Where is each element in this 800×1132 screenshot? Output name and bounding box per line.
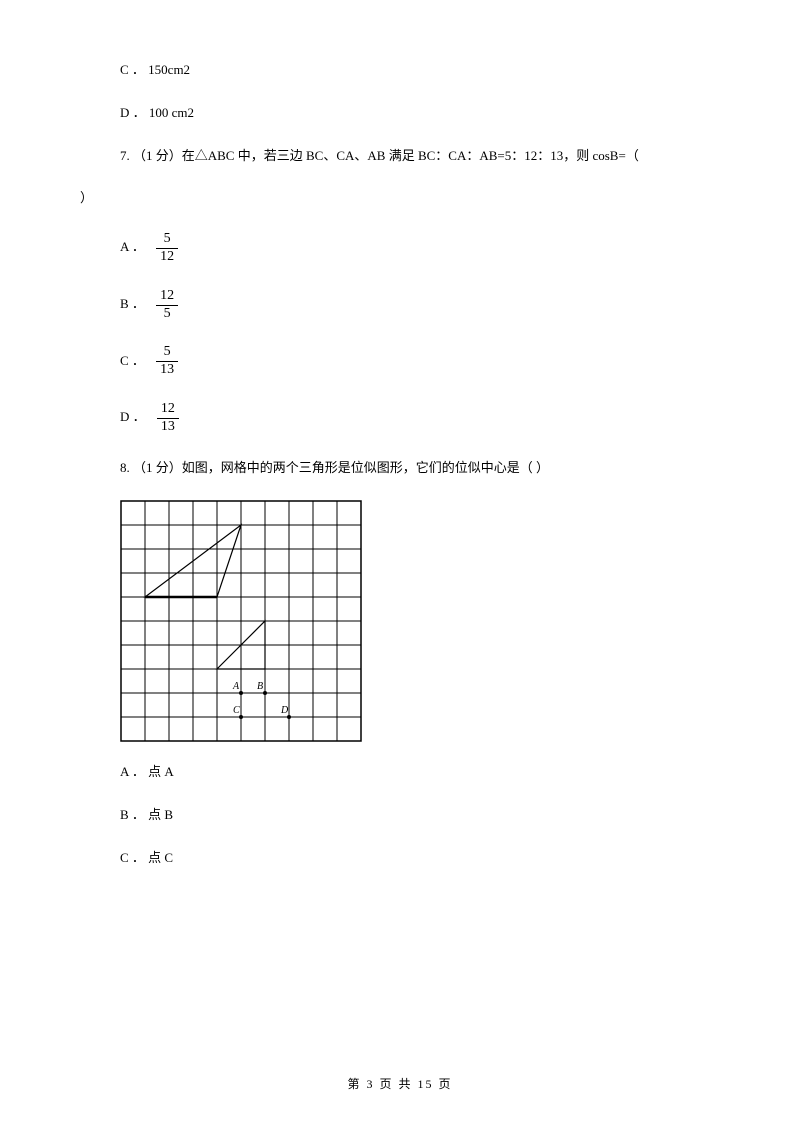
q7-stem-line2: ） <box>80 188 720 209</box>
q7-option-a: A ． 5 12 <box>80 231 720 266</box>
page-footer: 第 3 页 共 15 页 <box>0 1075 800 1092</box>
fraction-12-5: 12 5 <box>156 288 178 323</box>
svg-text:C: C <box>233 705 240 716</box>
fraction-12-13: 12 13 <box>157 401 179 436</box>
q8-option-a: A ． 点 A <box>80 762 720 783</box>
q7-option-d: D ． 12 13 <box>80 401 720 436</box>
q7-stem-line1: 7. （1 分）在△ABC 中，若三边 BC、CA、AB 满足 BC：CA：AB… <box>80 146 720 167</box>
option-d-prev: D ． 100 cm2 <box>80 103 720 124</box>
q8-option-b: B ． 点 B <box>80 805 720 826</box>
svg-text:A: A <box>232 681 240 692</box>
q7-option-a-label: A ． <box>120 239 145 254</box>
document-content: C ． 150cm2 D ． 100 cm2 7. （1 分）在△ABC 中，若… <box>80 60 720 869</box>
q7-option-b-label: B ． <box>120 296 145 311</box>
q8-stem: 8. （1 分）如图，网格中的两个三角形是位似图形，它们的位似中心是（ ） <box>80 458 720 479</box>
fraction-5-12: 5 12 <box>156 231 178 266</box>
svg-text:D: D <box>280 705 289 716</box>
q7-option-c-label: C ． <box>120 353 145 368</box>
grid-figure: A B C D <box>120 500 720 742</box>
grid-svg: A B C D <box>120 500 362 742</box>
q7-option-b: B ． 12 5 <box>80 288 720 323</box>
option-c-prev: C ． 150cm2 <box>80 60 720 81</box>
q7-option-c: C ． 5 13 <box>80 344 720 379</box>
fraction-5-13: 5 13 <box>156 344 178 379</box>
q7-option-d-label: D ． <box>120 409 146 424</box>
q8-option-c: C ． 点 C <box>80 848 720 869</box>
svg-text:B: B <box>257 681 263 692</box>
